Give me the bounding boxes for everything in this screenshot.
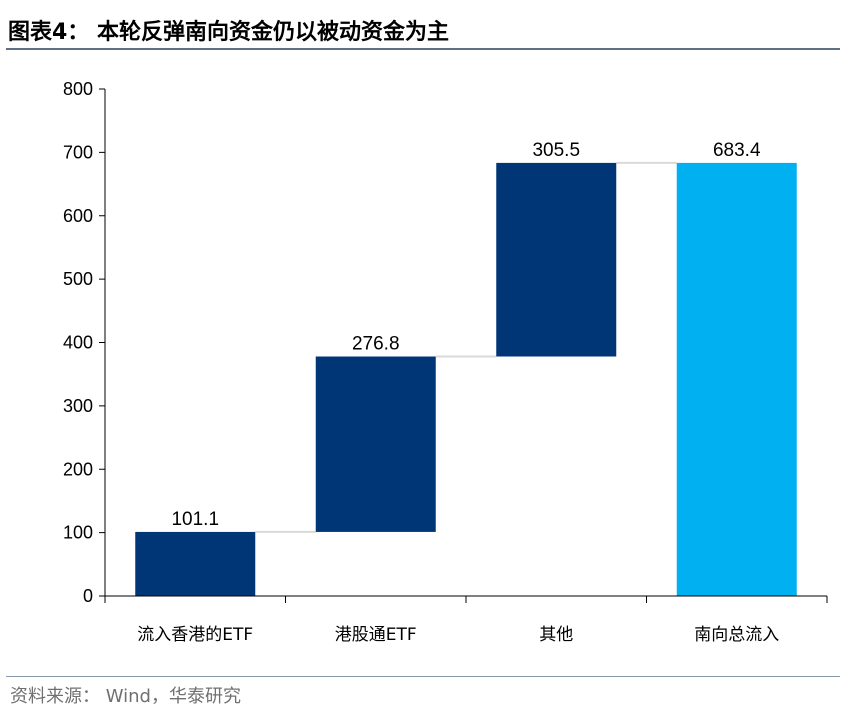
y-tick-label-6: 600: [63, 206, 93, 226]
bar-3: [676, 162, 797, 596]
category-label-2: 其他: [539, 625, 573, 645]
title-divider: [6, 48, 840, 50]
source-note: 资料来源： Wind，华泰研究: [10, 686, 241, 707]
source-divider: [6, 676, 840, 677]
bar-0: [135, 531, 256, 596]
data-label-1: 276.8: [352, 334, 400, 355]
waterfall-chart: 101.1 276.8 305.5 683.4 流入香港的ETF 港股通ETF 其他 南向总…: [63, 79, 828, 645]
category-label-1: 港股通ETF: [335, 625, 417, 645]
y-tick-label-3: 300: [63, 396, 93, 416]
y-tick-label-8: 800: [63, 79, 93, 99]
y-tick-label-7: 700: [63, 142, 93, 162]
category-label-3: 南向总流入: [694, 625, 779, 645]
data-label-0: 101.1: [171, 509, 219, 530]
y-tick-label-1: 100: [63, 523, 93, 543]
y-tick-label-0: 0: [83, 586, 93, 606]
category-label-0: 流入香港的ETF: [137, 625, 253, 645]
bar-2: [496, 162, 617, 357]
data-label-2: 305.5: [532, 140, 580, 161]
data-label-3: 683.4: [713, 140, 761, 161]
y-tick-label-4: 400: [63, 333, 93, 353]
chart-title: 图表4： 本轮反弹南向资金仍以被动资金为主: [8, 20, 449, 45]
y-tick-label-2: 200: [63, 459, 93, 479]
bar-1: [315, 356, 436, 532]
y-tick-label-5: 500: [63, 269, 93, 289]
